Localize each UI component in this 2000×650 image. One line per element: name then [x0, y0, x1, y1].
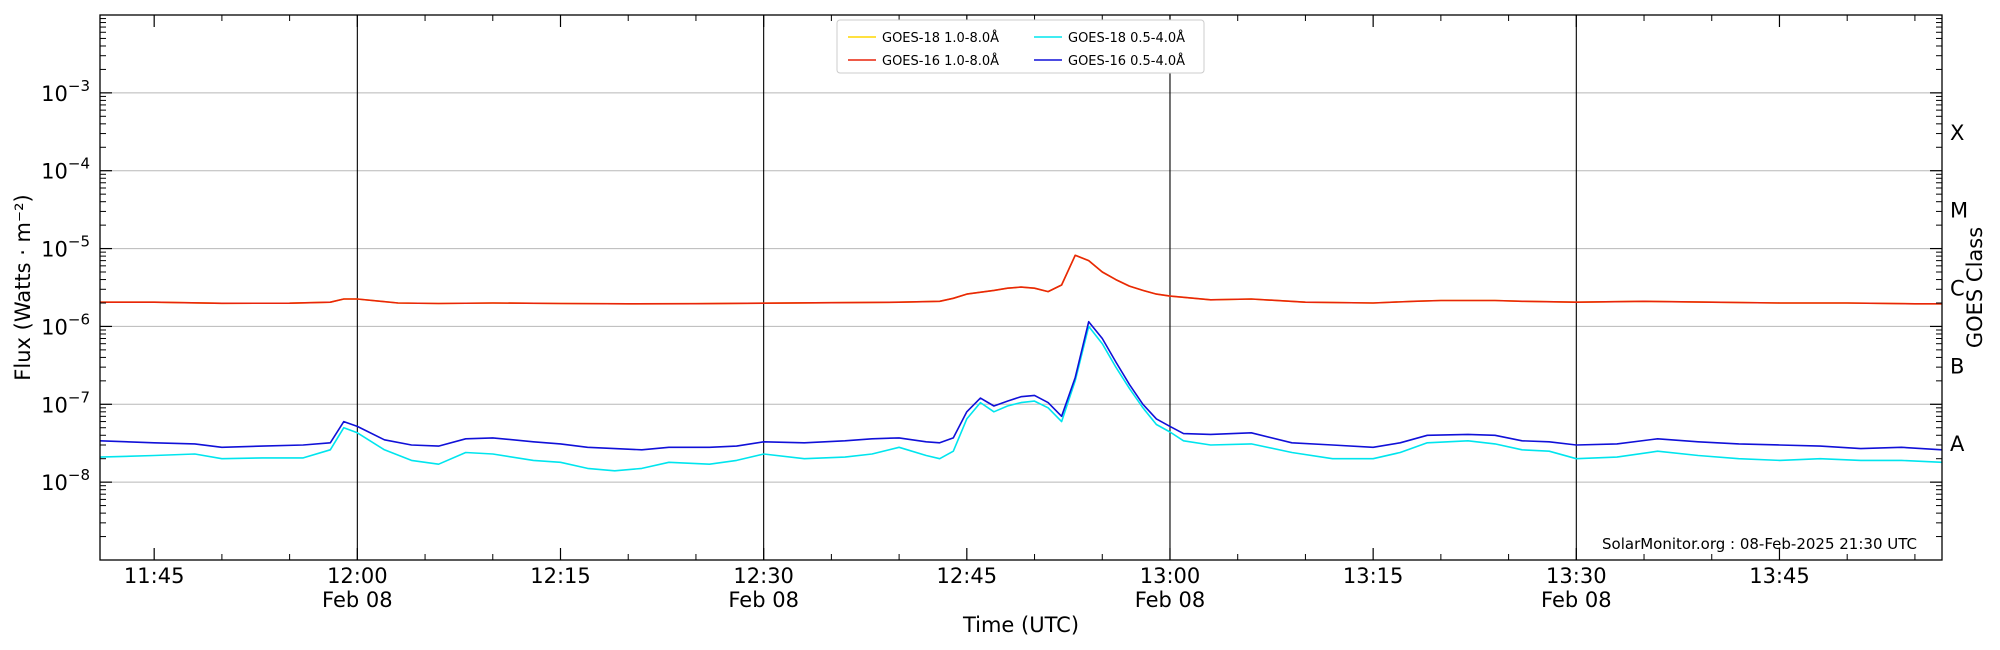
- y-tick-label: 10−4: [41, 155, 90, 184]
- watermark-text: SolarMonitor.org : 08-Feb-2025 21:30 UTC: [1602, 535, 1917, 553]
- legend-label: GOES-18 1.0-8.0Å: [882, 30, 999, 46]
- goes-class-label: X: [1950, 121, 1964, 145]
- legend-label: GOES-16 0.5-4.0Å: [1068, 53, 1185, 69]
- legend-label: GOES-16 1.0-8.0Å: [882, 53, 999, 69]
- goes-class-label: A: [1950, 432, 1965, 456]
- series-line: [100, 254, 1942, 305]
- goes-class-label: M: [1950, 199, 1968, 223]
- vertical-day-lines: [356, 15, 1577, 560]
- x-tick-label: 12:30: [733, 564, 794, 588]
- x-tick-label: 13:00: [1140, 564, 1201, 588]
- data-series: [99, 254, 1943, 472]
- y-tick-label: 10−7: [41, 388, 90, 417]
- goes-class-label: B: [1950, 354, 1964, 378]
- x-tick-date-label: Feb 08: [1541, 588, 1612, 612]
- plot-frame: [99, 14, 1943, 561]
- x-tick-label: 13:30: [1546, 564, 1607, 588]
- y-tick-label: 10−3: [41, 77, 90, 106]
- y-axis-ticks: 10−8 10−7 10−6 10−5 10−4 10−3: [41, 18, 1942, 538]
- x-tick-label: 12:15: [530, 564, 591, 588]
- y-tick-label: 10−6: [41, 310, 90, 339]
- y-tick-label: 10−5: [41, 233, 90, 262]
- x-tick-label: 12:00: [327, 564, 388, 588]
- x-tick-label: 13:15: [1343, 564, 1404, 588]
- x-tick-date-label: Feb 08: [728, 588, 799, 612]
- x-axis-title: Time (UTC): [962, 613, 1079, 637]
- x-tick-label: 12:45: [937, 564, 998, 588]
- legend-label: GOES-18 0.5-4.0Å: [1068, 30, 1185, 46]
- legend-box: [836, 19, 1205, 74]
- x-tick-label: 13:45: [1749, 564, 1810, 588]
- y-tick-label: 10−8: [41, 466, 90, 495]
- right-axis-title: GOES Class: [1963, 227, 1987, 348]
- goes-class-label: C: [1950, 277, 1965, 301]
- series-line: [99, 325, 1943, 472]
- legend: GOES-18 1.0-8.0Å GOES-18 0.5-4.0Å GOES-16 …: [836, 19, 1205, 74]
- x-tick-label: 11:45: [124, 564, 185, 588]
- y-axis-title: Flux (Watts · m⁻²): [11, 194, 35, 380]
- grid-lines: [100, 92, 1942, 483]
- series-line: [99, 320, 1943, 451]
- goes-class-labels: A B C M X: [1950, 121, 1968, 456]
- series-line: [100, 254, 1942, 305]
- x-tick-date-label: Feb 08: [322, 588, 393, 612]
- x-tick-date-label: Feb 08: [1135, 588, 1206, 612]
